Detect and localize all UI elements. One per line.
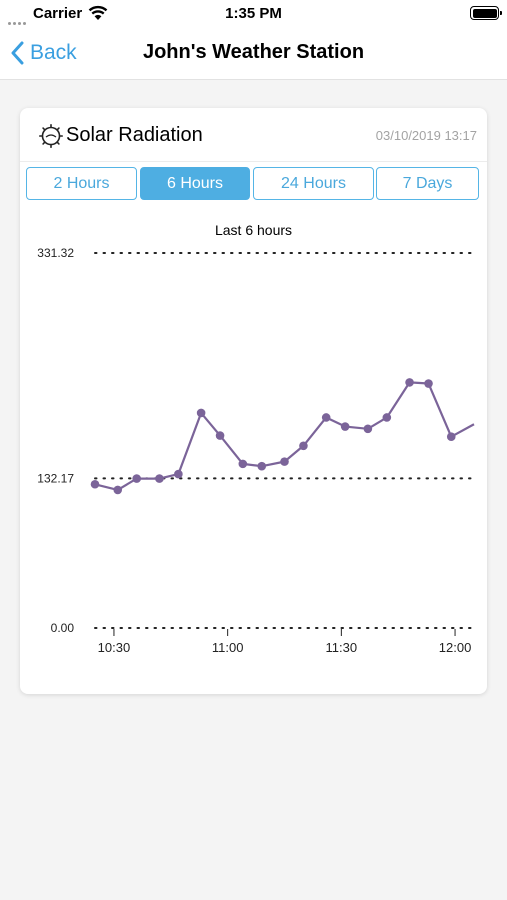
data-point [382, 413, 392, 422]
solar-radiation-chart: 0.00 132.17 331.32 10:30 11:00 11:30 12:00 [37, 246, 475, 655]
data-point [132, 474, 141, 483]
solar-sensor-icon [39, 124, 63, 148]
back-label: Back [30, 41, 77, 64]
y-tick-label: 132.17 [37, 471, 74, 485]
data-point [113, 485, 123, 495]
chart-title: Last 6 hours [214, 222, 293, 238]
y-tick-label: 0.00 [51, 621, 75, 635]
card-title: Solar Radiation [66, 124, 203, 146]
data-point [299, 441, 308, 451]
data-point [446, 432, 456, 442]
tab-6-hours[interactable]: 6 Hours [140, 167, 250, 200]
clock: 1:35 PM [225, 5, 282, 22]
data-point [90, 479, 100, 489]
data-point [405, 378, 414, 387]
data-point [363, 424, 373, 434]
data-point [280, 457, 289, 466]
x-tick-label: 11:30 [326, 640, 358, 655]
data-point [321, 413, 331, 422]
data-point [424, 379, 433, 388]
data-point [238, 459, 248, 469]
signal-icon [8, 12, 30, 25]
x-tick-label: 10:30 [98, 640, 131, 655]
status-bar: Carrier 1:35 PM [0, 0, 507, 28]
data-point [340, 422, 350, 431]
navigation-bar: Back John's Weather Station [0, 28, 507, 80]
data-point [174, 469, 183, 479]
wifi-icon [88, 5, 108, 20]
chevron-left-icon [11, 41, 24, 65]
page-title: John's Weather Station [142, 41, 365, 63]
x-tick-label: 12:00 [439, 640, 472, 655]
data-point [257, 461, 267, 471]
data-point [215, 431, 225, 440]
solar-radiation-card: Solar Radiation 03/10/2019 13:17 2 Hours… [20, 108, 487, 694]
card-header: Solar Radiation 03/10/2019 13:17 [20, 108, 487, 162]
battery-icon [470, 6, 502, 20]
series-line [94, 381, 475, 492]
tab-24-hours[interactable]: 24 Hours [253, 167, 374, 200]
x-tick-label: 11:00 [212, 640, 244, 655]
data-point [155, 474, 164, 483]
last-updated-timestamp: 03/10/2019 13:17 [375, 128, 477, 143]
back-button[interactable]: Back [10, 36, 77, 70]
y-tick-label: 331.32 [37, 246, 74, 260]
data-point [196, 408, 206, 418]
carrier-label: Carrier [33, 5, 83, 22]
tab-7-days[interactable]: 7 Days [376, 167, 479, 200]
time-range-tabs: 2 Hours 6 Hours 24 Hours 7 Days [26, 167, 480, 200]
tab-2-hours[interactable]: 2 Hours [26, 167, 137, 200]
